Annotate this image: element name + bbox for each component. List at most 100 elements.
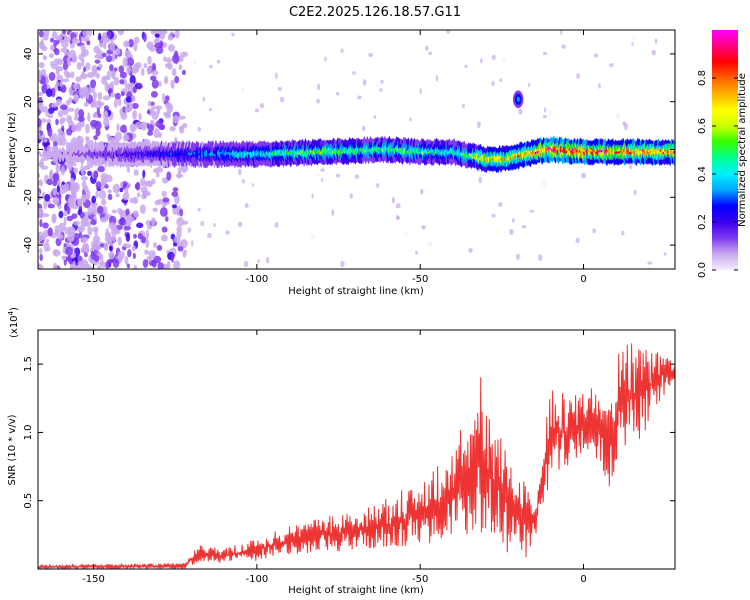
heatmap-cell bbox=[52, 172, 60, 182]
snr-ticks: -150 -100 -50 0 0.5 1.0 1.5 bbox=[23, 330, 675, 585]
heatmap-cell bbox=[122, 191, 130, 201]
heatmap-cell bbox=[103, 105, 109, 111]
heatmap-cell bbox=[50, 61, 54, 67]
snr-frame bbox=[37, 329, 676, 570]
heatmap-cell bbox=[162, 93, 166, 103]
heatmap-cell bbox=[41, 84, 47, 94]
heatmap-cell bbox=[50, 133, 59, 143]
heatmap-cell bbox=[560, 30, 563, 36]
colorbar-gradient bbox=[712, 30, 738, 270]
heatmap-cell bbox=[515, 253, 520, 260]
heatmap-cell bbox=[77, 226, 83, 233]
heatmap-cell bbox=[161, 190, 167, 198]
heatmap-cell bbox=[165, 216, 169, 222]
heatmap-cell bbox=[243, 260, 249, 268]
heatmap-cell bbox=[44, 194, 51, 202]
heatmap-cell bbox=[200, 220, 205, 227]
heatmap-cell bbox=[548, 110, 552, 116]
heatmap-cell bbox=[621, 230, 625, 236]
heatmap-cell bbox=[72, 161, 77, 167]
heatmap-cell bbox=[47, 203, 55, 209]
heatmap-cell bbox=[57, 128, 63, 134]
heatmap-cell bbox=[446, 30, 451, 34]
heatmap-cell bbox=[43, 199, 48, 210]
heatmap-cell bbox=[38, 264, 44, 269]
colorbar-tick-label: 0.8 bbox=[697, 70, 708, 86]
heatmap-cell bbox=[43, 242, 50, 252]
heatmap-cell bbox=[152, 168, 160, 174]
heatmap-cell bbox=[598, 83, 601, 89]
heatmap-cell bbox=[376, 183, 380, 188]
heatmap-cell bbox=[461, 103, 465, 108]
heatmap-cell bbox=[257, 259, 260, 264]
heatmap-cell bbox=[67, 142, 75, 149]
heatmap-cell bbox=[176, 226, 182, 233]
heatmap-cell bbox=[87, 226, 93, 236]
heatmap-cell bbox=[98, 32, 102, 41]
heatmap-cell bbox=[87, 170, 92, 176]
heatmap-cell bbox=[134, 183, 139, 190]
heatmap-cell bbox=[91, 210, 98, 215]
heatmap-cell bbox=[142, 169, 146, 179]
heatmap-cell bbox=[521, 224, 527, 229]
heatmap-cell bbox=[167, 34, 174, 41]
heatmap-cell bbox=[197, 207, 201, 212]
heatmap-cell bbox=[609, 63, 614, 68]
heatmap-cell bbox=[52, 180, 58, 187]
heatmap-cell bbox=[193, 59, 197, 64]
heatmap-cell bbox=[115, 193, 120, 198]
heatmap-cell bbox=[52, 196, 60, 205]
heatmap-cell bbox=[335, 173, 340, 178]
heatmap-cell bbox=[67, 232, 75, 243]
x-tick-label: -100 bbox=[246, 274, 269, 285]
heatmap-cell bbox=[131, 102, 139, 110]
heatmap-cell bbox=[593, 53, 598, 58]
heatmap-cell bbox=[124, 186, 129, 195]
heatmap-cell bbox=[154, 33, 160, 38]
heatmap-cell bbox=[125, 96, 133, 103]
heatmap-cell bbox=[90, 250, 96, 260]
heatmap-cell bbox=[162, 263, 168, 269]
colorbar-tick-label: 0.4 bbox=[697, 166, 708, 182]
heatmap-cell bbox=[158, 132, 162, 138]
y-tick-label: -20 bbox=[23, 189, 34, 205]
heatmap-cell bbox=[403, 231, 409, 236]
heatmap-cell bbox=[87, 206, 92, 212]
heatmap-cell bbox=[60, 166, 65, 176]
heatmap-cell bbox=[147, 100, 152, 107]
chart-title: C2E2.2025.126.18.57.G11 bbox=[289, 5, 461, 20]
heatmap-cell bbox=[86, 71, 95, 79]
heatmap-cell bbox=[42, 140, 50, 148]
heatmap-cell bbox=[251, 183, 254, 187]
heatmap-cell bbox=[166, 260, 171, 269]
heatmap-cell bbox=[663, 252, 667, 256]
heatmap-cell bbox=[151, 217, 156, 226]
heatmap-cell bbox=[68, 97, 73, 104]
heatmap-cell bbox=[244, 203, 249, 208]
heatmap-cell bbox=[108, 88, 114, 94]
heatmap-cell bbox=[90, 79, 97, 88]
heatmap-cell bbox=[100, 217, 107, 223]
heatmap-cell bbox=[145, 238, 150, 248]
heatmap-cell bbox=[146, 66, 152, 75]
heatmap-cell bbox=[43, 153, 47, 157]
heatmap-cell bbox=[166, 57, 172, 63]
heatmap-cell bbox=[38, 91, 44, 97]
heatmap-cell bbox=[39, 159, 44, 168]
heatmap-cell bbox=[509, 228, 514, 236]
heatmap-cell bbox=[163, 56, 168, 62]
heatmap-cell bbox=[74, 111, 79, 119]
heatmap-cell bbox=[53, 58, 60, 66]
heatmap-cell bbox=[103, 242, 108, 251]
heatmap-cell bbox=[55, 118, 59, 126]
heatmap-cell bbox=[80, 194, 87, 203]
heatmap-cell bbox=[340, 48, 344, 53]
heatmap-cell bbox=[499, 77, 502, 83]
heatmap-cell bbox=[162, 197, 170, 203]
heatmap-cell bbox=[92, 226, 99, 232]
heatmap-cell bbox=[107, 136, 115, 143]
heatmap-cell bbox=[82, 30, 89, 37]
heatmap-cell bbox=[103, 41, 107, 50]
heatmap-cell bbox=[428, 51, 433, 55]
heatmap-cell bbox=[81, 70, 85, 77]
